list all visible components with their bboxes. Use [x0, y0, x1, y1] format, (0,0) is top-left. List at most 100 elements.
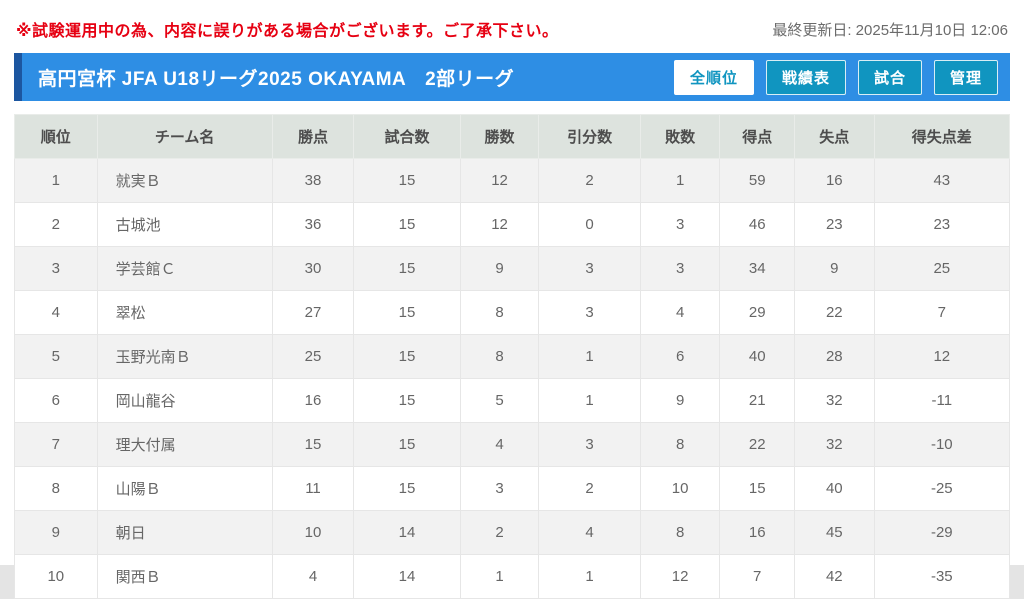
table-row: 3 学芸館Ｃ 30 15 9 3 3 34 9 25 [14, 246, 1011, 291]
col-header-team: チーム名 [96, 114, 273, 159]
goals-for-cell: 40 [719, 334, 796, 379]
losses-cell: 9 [639, 378, 721, 423]
points-cell: 25 [271, 334, 355, 379]
team-cell: 学芸館Ｃ [96, 246, 273, 291]
trial-notice-text: ※試験運用中の為、内容に誤りがある場合がございます。ご了承下さい。 [16, 23, 559, 40]
rank-cell: 1 [14, 158, 98, 203]
draws-cell: 3 [538, 246, 641, 291]
table-row: 8 山陽Ｂ 11 15 3 2 10 15 40 -25 [14, 466, 1011, 511]
table-header-row: 順位 チーム名 勝点 試合数 勝数 引分数 敗数 得点 失点 得失点差 [14, 114, 1011, 159]
points-cell: 4 [271, 554, 355, 599]
table-row: 9 朝日 10 14 2 4 8 16 45 -29 [14, 510, 1011, 555]
wins-cell: 12 [459, 202, 540, 247]
goals-for-cell: 21 [719, 378, 796, 423]
rank-cell: 4 [14, 290, 98, 335]
col-header-goals-for: 得点 [719, 114, 796, 159]
wins-cell: 5 [459, 378, 540, 423]
draws-cell: 1 [538, 334, 641, 379]
goal-diff-cell: 12 [873, 334, 1011, 379]
goals-against-cell: 40 [794, 466, 875, 511]
tab-matches[interactable]: 試合 [857, 59, 922, 95]
goals-against-cell: 16 [794, 158, 875, 203]
team-cell: 就実Ｂ [96, 158, 273, 203]
goal-diff-cell: 43 [873, 158, 1011, 203]
wins-cell: 3 [459, 466, 540, 511]
played-cell: 15 [353, 466, 461, 511]
team-cell: 山陽Ｂ [96, 466, 273, 511]
played-cell: 15 [353, 202, 461, 247]
last-updated-text: 最終更新日: 2025年11月10日 12:06 [772, 21, 1008, 39]
team-cell: 古城池 [96, 202, 273, 247]
goal-diff-cell: -10 [873, 422, 1011, 467]
draws-cell: 1 [538, 554, 641, 599]
points-cell: 38 [271, 158, 355, 203]
points-cell: 11 [271, 466, 355, 511]
table-body: 1 就実Ｂ 38 15 12 2 1 59 16 43 2 古城池 36 15 12 0 3 46 23 23 3 学芸館… [14, 158, 1011, 599]
points-cell: 27 [271, 290, 355, 335]
played-cell: 15 [353, 378, 461, 423]
standings-table: 順位 チーム名 勝点 試合数 勝数 引分数 敗数 得点 失点 得失点差 1 就実Ｂ 38 15 12 2 1 5… [14, 114, 1011, 599]
goals-against-cell: 32 [794, 378, 875, 423]
col-header-wins: 勝数 [459, 114, 540, 159]
goal-diff-cell: -25 [873, 466, 1011, 511]
goals-against-cell: 9 [794, 246, 875, 291]
points-cell: 16 [271, 378, 355, 423]
rank-cell: 7 [14, 422, 98, 467]
rank-cell: 6 [14, 378, 98, 423]
goals-for-cell: 22 [719, 422, 796, 467]
played-cell: 15 [353, 246, 461, 291]
wins-cell: 4 [459, 422, 540, 467]
table-row: 6 岡山龍谷 16 15 5 1 9 21 32 -11 [14, 378, 1011, 423]
draws-cell: 3 [538, 422, 641, 467]
tab-results-grid[interactable]: 戦績表 [765, 59, 846, 95]
rank-cell: 2 [14, 202, 98, 247]
goals-against-cell: 22 [794, 290, 875, 335]
tab-all-rankings[interactable]: 全順位 [673, 59, 754, 95]
table-row: 4 翠松 27 15 8 3 4 29 22 7 [14, 290, 1011, 335]
points-cell: 30 [271, 246, 355, 291]
tab-group: 全順位 戦績表 試合 管理 [673, 59, 998, 95]
goal-diff-cell: 23 [873, 202, 1011, 247]
table-row: 10 関西Ｂ 4 14 1 1 12 7 42 -35 [14, 554, 1011, 599]
points-cell: 10 [271, 510, 355, 555]
goals-against-cell: 32 [794, 422, 875, 467]
wins-cell: 2 [459, 510, 540, 555]
tab-admin[interactable]: 管理 [933, 59, 998, 95]
goals-for-cell: 15 [719, 466, 796, 511]
goals-for-cell: 34 [719, 246, 796, 291]
losses-cell: 1 [639, 158, 721, 203]
losses-cell: 10 [639, 466, 721, 511]
points-cell: 15 [271, 422, 355, 467]
losses-cell: 6 [639, 334, 721, 379]
goal-diff-cell: 7 [873, 290, 1011, 335]
played-cell: 15 [353, 334, 461, 379]
rank-cell: 10 [14, 554, 98, 599]
table-row: 2 古城池 36 15 12 0 3 46 23 23 [14, 202, 1011, 247]
top-bar: ※試験運用中の為、内容に誤りがある場合がございます。ご了承下さい。 最終更新日:… [0, 0, 1024, 53]
draws-cell: 2 [538, 466, 641, 511]
team-cell: 岡山龍谷 [96, 378, 273, 423]
played-cell: 15 [353, 290, 461, 335]
points-cell: 36 [271, 202, 355, 247]
draws-cell: 4 [538, 510, 641, 555]
played-cell: 15 [353, 158, 461, 203]
league-header-bar: 高円宮杯 JFA U18リーグ2025 OKAYAMA 2部リーグ 全順位 戦績表… [14, 53, 1010, 101]
goals-against-cell: 42 [794, 554, 875, 599]
played-cell: 14 [353, 554, 461, 599]
goals-for-cell: 59 [719, 158, 796, 203]
losses-cell: 4 [639, 290, 721, 335]
goal-diff-cell: 25 [873, 246, 1011, 291]
wins-cell: 1 [459, 554, 540, 599]
rank-cell: 9 [14, 510, 98, 555]
table-row: 1 就実Ｂ 38 15 12 2 1 59 16 43 [14, 158, 1011, 203]
losses-cell: 8 [639, 422, 721, 467]
losses-cell: 8 [639, 510, 721, 555]
goal-diff-cell: -35 [873, 554, 1011, 599]
table-row: 5 玉野光南Ｂ 25 15 8 1 6 40 28 12 [14, 334, 1011, 379]
goals-for-cell: 46 [719, 202, 796, 247]
team-cell: 朝日 [96, 510, 273, 555]
rank-cell: 8 [14, 466, 98, 511]
draws-cell: 0 [538, 202, 641, 247]
col-header-goal-diff: 得失点差 [873, 114, 1011, 159]
